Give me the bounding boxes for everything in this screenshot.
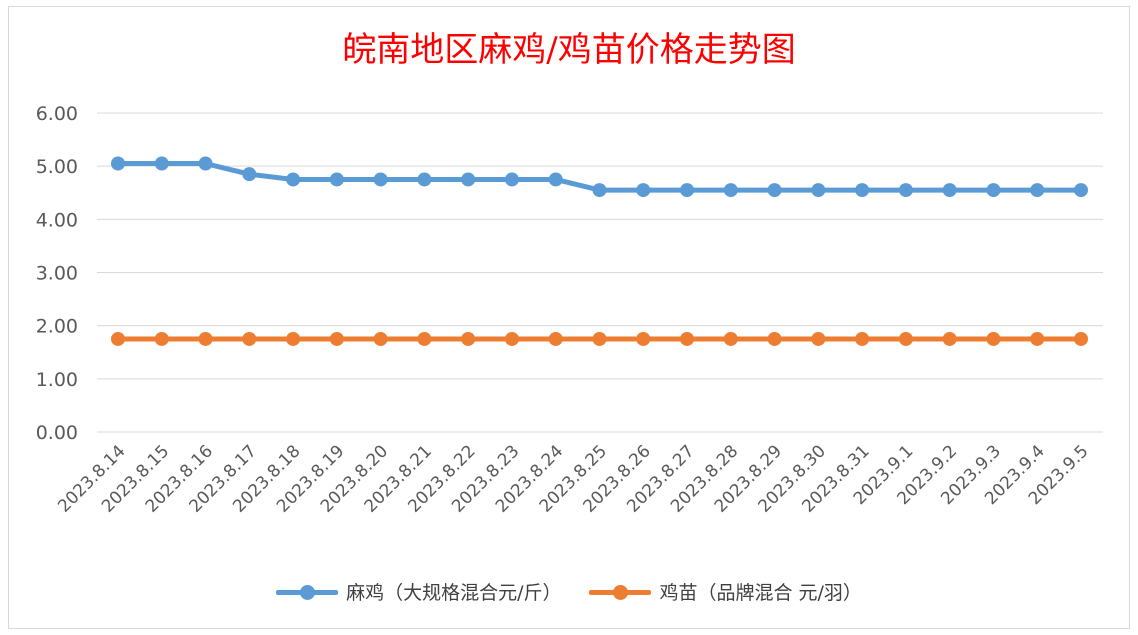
data-point-series-1: [548, 172, 563, 187]
data-point-series-2: [986, 331, 1001, 346]
data-point-series-2: [636, 331, 651, 346]
y-tick-label: 1.00: [36, 369, 78, 391]
data-point-series-2: [767, 331, 782, 346]
data-point-series-2: [942, 331, 957, 346]
data-point-series-2: [154, 331, 169, 346]
data-point-series-2: [548, 331, 563, 346]
data-point-series-2: [329, 331, 344, 346]
data-point-series-1: [767, 183, 782, 198]
data-point-series-1: [154, 156, 169, 171]
data-point-series-1: [811, 183, 826, 198]
data-point-series-1: [942, 183, 957, 198]
data-point-series-1: [111, 156, 125, 171]
data-point-series-1: [504, 172, 519, 187]
y-tick-label: 6.00: [36, 103, 78, 125]
y-tick-label: 4.00: [36, 209, 78, 231]
data-point-series-1: [986, 183, 1001, 198]
data-point-series-2: [680, 331, 695, 346]
data-point-series-1: [373, 172, 388, 187]
data-point-series-2: [198, 331, 213, 346]
data-point-series-1: [636, 183, 651, 198]
data-point-series-1: [855, 183, 870, 198]
data-point-series-1: [1030, 183, 1045, 198]
data-point-series-2: [461, 331, 476, 346]
data-point-series-1: [592, 183, 607, 198]
data-point-series-2: [898, 331, 913, 346]
data-point-series-1: [680, 183, 695, 198]
data-point-series-2: [242, 331, 257, 346]
chart-title: 皖南地区麻鸡/鸡苗价格走势图: [342, 30, 796, 70]
data-point-series-2: [417, 331, 432, 346]
y-tick-label: 3.00: [36, 263, 78, 285]
legend-label-series-1: 麻鸡（大规格混合元/斤）: [346, 582, 562, 604]
legend: 麻鸡（大规格混合元/斤） 鸡苗（品牌混合 元/羽）: [0, 578, 1138, 605]
data-point-series-2: [723, 331, 738, 346]
data-point-series-2: [504, 331, 519, 346]
y-tick-label: 5.00: [36, 156, 78, 178]
legend-swatch-series-2: [589, 582, 652, 602]
data-point-series-2: [1030, 331, 1045, 346]
data-point-series-1: [461, 172, 476, 187]
legend-item-series-1: 麻鸡（大规格混合元/斤）: [276, 578, 561, 605]
y-tick-label: 2.00: [36, 316, 78, 338]
legend-swatch-series-1: [276, 582, 339, 602]
data-point-series-1: [329, 172, 344, 187]
data-point-series-1: [723, 183, 738, 198]
data-point-series-1: [417, 172, 432, 187]
data-point-series-2: [111, 331, 125, 346]
legend-item-series-2: 鸡苗（品牌混合 元/羽）: [589, 578, 862, 605]
data-point-series-2: [855, 331, 870, 346]
data-point-series-2: [1074, 331, 1088, 346]
data-point-series-1: [1074, 183, 1088, 198]
data-point-series-1: [286, 172, 301, 187]
data-point-series-2: [373, 331, 388, 346]
data-point-series-2: [592, 331, 607, 346]
chart-frame: [8, 6, 1130, 629]
data-point-series-1: [898, 183, 913, 198]
data-point-series-1: [198, 156, 213, 171]
data-point-series-2: [811, 331, 826, 346]
legend-label-series-2: 鸡苗（品牌混合 元/羽）: [659, 582, 862, 604]
data-point-series-1: [242, 167, 257, 182]
data-point-series-2: [286, 331, 301, 346]
y-tick-label: 0.00: [36, 422, 78, 444]
